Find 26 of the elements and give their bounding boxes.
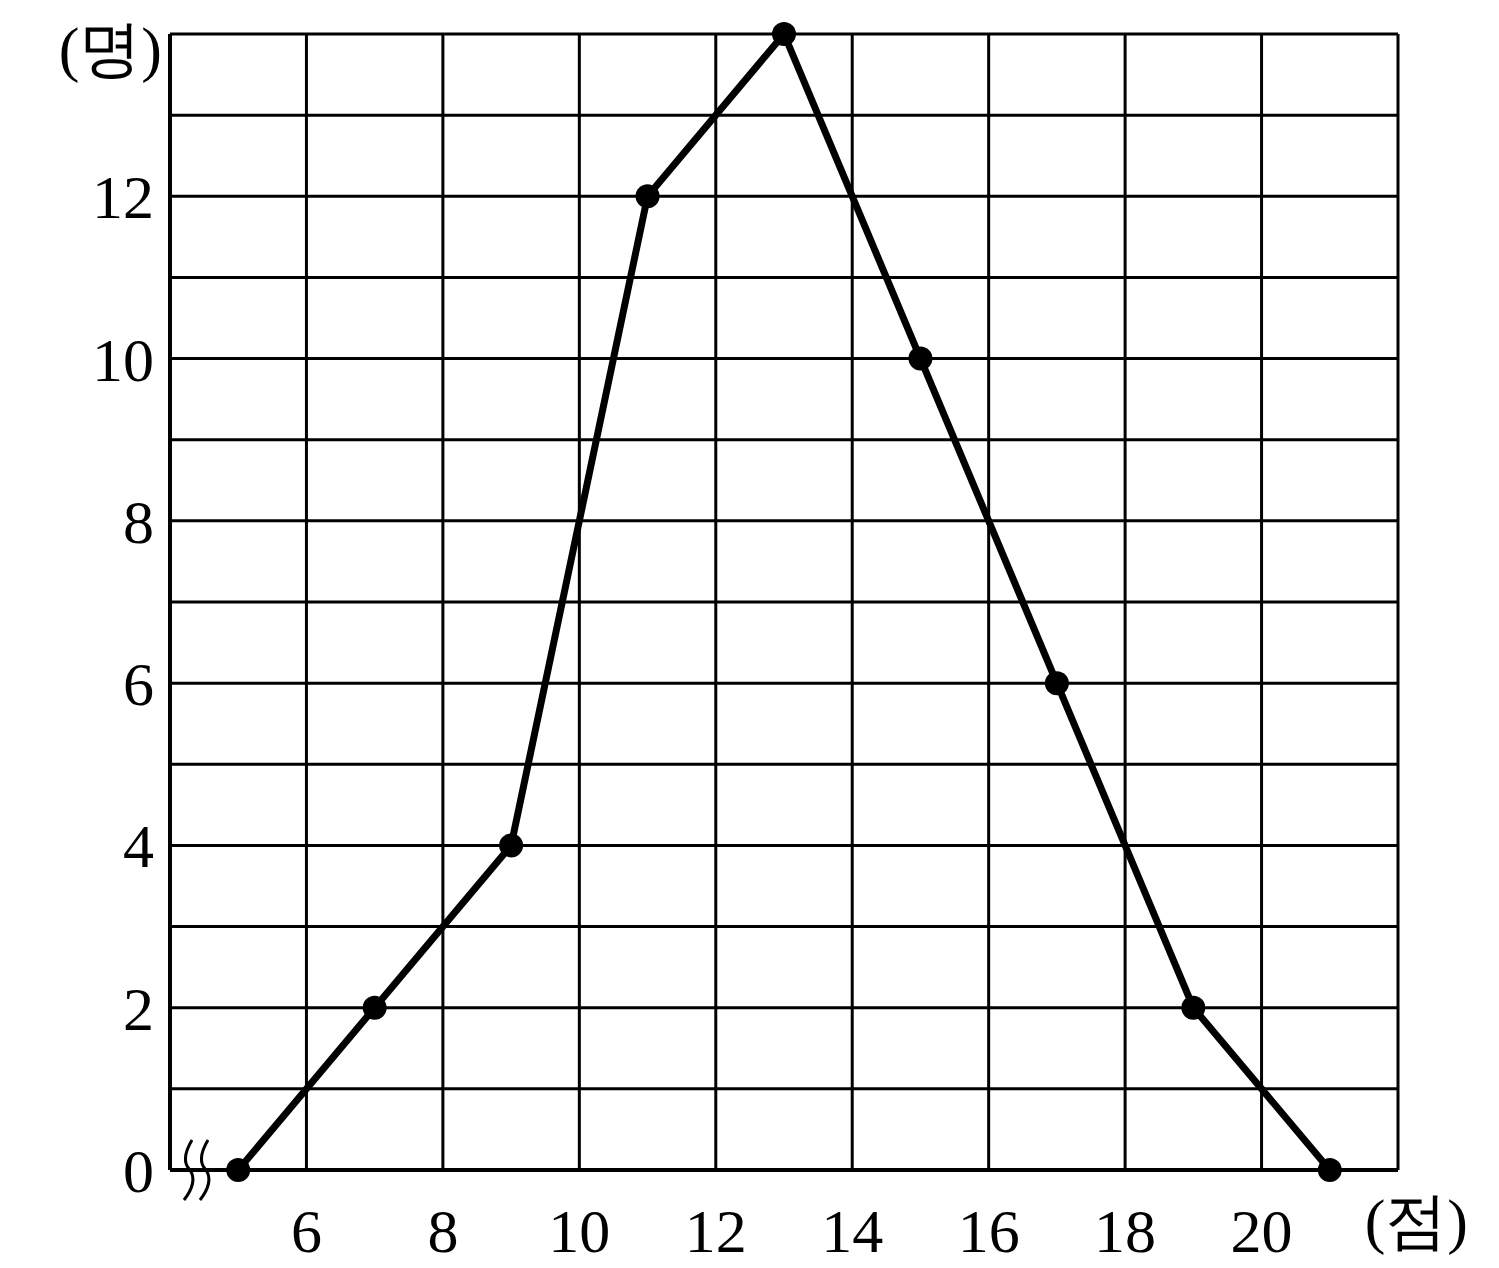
point (635, 184, 660, 209)
y-tick-label: 6 (123, 650, 154, 719)
x-tick-label: 14 (821, 1197, 884, 1266)
point (499, 833, 524, 858)
y-tick-label: 0 (123, 1137, 154, 1206)
x-tick-label: 20 (1230, 1197, 1293, 1266)
y-tick-label: 12 (92, 163, 154, 232)
x-tick-label: 6 (290, 1197, 322, 1266)
x-tick-label: 18 (1094, 1197, 1157, 1266)
x-tick-label: 10 (548, 1197, 611, 1266)
point (1181, 995, 1206, 1020)
point (1044, 671, 1069, 696)
y-tick-label: 2 (123, 974, 154, 1043)
x-axis-title: (점) (1364, 1187, 1468, 1256)
y-tick-label: 10 (92, 325, 154, 394)
x-tick-label: 16 (957, 1197, 1020, 1266)
point (772, 22, 796, 46)
y-axis-title: (명) (58, 15, 162, 84)
y-tick-label: 8 (123, 487, 154, 556)
point (1317, 1158, 1342, 1182)
point (362, 995, 387, 1020)
point (908, 346, 933, 371)
y-tick-label: 4 (123, 812, 154, 881)
x-tick-label: 12 (684, 1197, 747, 1266)
point (226, 1158, 251, 1182)
x-tick-label: 8 (427, 1197, 459, 1266)
